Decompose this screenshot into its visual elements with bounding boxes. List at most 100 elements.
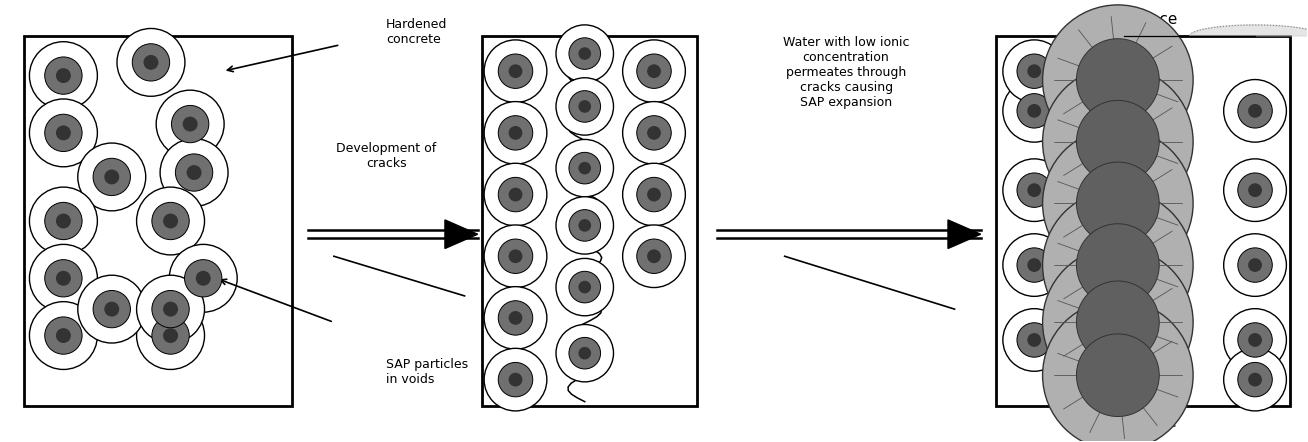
Ellipse shape — [30, 244, 97, 312]
Ellipse shape — [556, 25, 613, 82]
Ellipse shape — [509, 188, 522, 202]
Ellipse shape — [30, 301, 97, 370]
Ellipse shape — [77, 275, 145, 343]
Ellipse shape — [509, 64, 522, 78]
Ellipse shape — [637, 239, 671, 274]
Ellipse shape — [136, 301, 204, 370]
Polygon shape — [1190, 25, 1308, 36]
Ellipse shape — [1003, 80, 1066, 142]
Ellipse shape — [484, 102, 547, 164]
Ellipse shape — [116, 28, 184, 96]
Ellipse shape — [569, 210, 600, 241]
Ellipse shape — [578, 281, 591, 293]
Ellipse shape — [484, 348, 547, 411]
Ellipse shape — [1224, 80, 1286, 142]
Ellipse shape — [77, 143, 145, 211]
Ellipse shape — [105, 169, 119, 184]
Ellipse shape — [1018, 173, 1052, 207]
Ellipse shape — [1076, 224, 1159, 306]
Ellipse shape — [578, 347, 591, 359]
Ellipse shape — [1076, 334, 1159, 416]
Ellipse shape — [569, 337, 600, 369]
Ellipse shape — [44, 259, 82, 297]
Ellipse shape — [1042, 190, 1193, 340]
Ellipse shape — [578, 100, 591, 113]
Ellipse shape — [164, 301, 178, 316]
Ellipse shape — [30, 42, 97, 110]
Ellipse shape — [1027, 258, 1041, 272]
Ellipse shape — [171, 106, 209, 143]
Ellipse shape — [623, 40, 685, 103]
Ellipse shape — [1018, 248, 1052, 282]
Ellipse shape — [1248, 258, 1262, 272]
Ellipse shape — [509, 249, 522, 263]
Text: Hardened
concrete: Hardened concrete — [386, 18, 447, 46]
Ellipse shape — [484, 40, 547, 103]
Ellipse shape — [152, 290, 190, 328]
Ellipse shape — [187, 165, 201, 180]
Ellipse shape — [1224, 159, 1286, 221]
Ellipse shape — [1042, 300, 1193, 442]
Ellipse shape — [105, 301, 119, 316]
Ellipse shape — [56, 328, 71, 343]
Ellipse shape — [1018, 94, 1052, 128]
Ellipse shape — [1042, 5, 1193, 155]
Ellipse shape — [1237, 173, 1273, 207]
Ellipse shape — [1003, 159, 1066, 221]
Ellipse shape — [1248, 183, 1262, 197]
Ellipse shape — [152, 317, 190, 354]
Ellipse shape — [1248, 373, 1262, 386]
Ellipse shape — [578, 162, 591, 175]
Ellipse shape — [556, 197, 613, 254]
Ellipse shape — [498, 54, 532, 88]
Ellipse shape — [1018, 323, 1052, 357]
Ellipse shape — [484, 287, 547, 349]
Ellipse shape — [152, 202, 190, 240]
Ellipse shape — [1003, 40, 1066, 103]
Ellipse shape — [578, 219, 591, 232]
Ellipse shape — [132, 44, 170, 81]
Ellipse shape — [1248, 333, 1262, 347]
Ellipse shape — [623, 102, 685, 164]
Bar — [481, 36, 697, 406]
Ellipse shape — [1003, 309, 1066, 371]
Ellipse shape — [156, 90, 224, 158]
Ellipse shape — [556, 259, 613, 316]
Ellipse shape — [509, 311, 522, 325]
Ellipse shape — [184, 259, 222, 297]
Ellipse shape — [1224, 234, 1286, 296]
Ellipse shape — [1237, 94, 1273, 128]
Ellipse shape — [556, 324, 613, 382]
Ellipse shape — [56, 213, 71, 229]
Ellipse shape — [484, 163, 547, 226]
Ellipse shape — [1076, 281, 1159, 364]
Ellipse shape — [1042, 247, 1193, 397]
Ellipse shape — [1076, 100, 1159, 183]
Ellipse shape — [30, 99, 97, 167]
Text: Wet face: Wet face — [1110, 11, 1177, 27]
Ellipse shape — [44, 202, 82, 240]
Ellipse shape — [164, 328, 178, 343]
Ellipse shape — [44, 57, 82, 94]
Ellipse shape — [1027, 64, 1041, 78]
Ellipse shape — [175, 154, 213, 191]
Ellipse shape — [647, 188, 661, 202]
Ellipse shape — [509, 373, 522, 386]
Ellipse shape — [44, 114, 82, 152]
Ellipse shape — [93, 158, 131, 195]
Ellipse shape — [1042, 128, 1193, 278]
Ellipse shape — [1027, 104, 1041, 118]
Polygon shape — [948, 220, 981, 248]
Ellipse shape — [1248, 104, 1262, 118]
Ellipse shape — [136, 275, 204, 343]
Ellipse shape — [569, 271, 600, 303]
Ellipse shape — [556, 78, 613, 135]
Ellipse shape — [44, 317, 82, 354]
Ellipse shape — [144, 55, 158, 70]
Ellipse shape — [637, 177, 671, 212]
Ellipse shape — [1042, 67, 1193, 217]
Ellipse shape — [637, 54, 671, 88]
Ellipse shape — [1076, 39, 1159, 121]
Ellipse shape — [1224, 348, 1286, 411]
Ellipse shape — [1237, 323, 1273, 357]
